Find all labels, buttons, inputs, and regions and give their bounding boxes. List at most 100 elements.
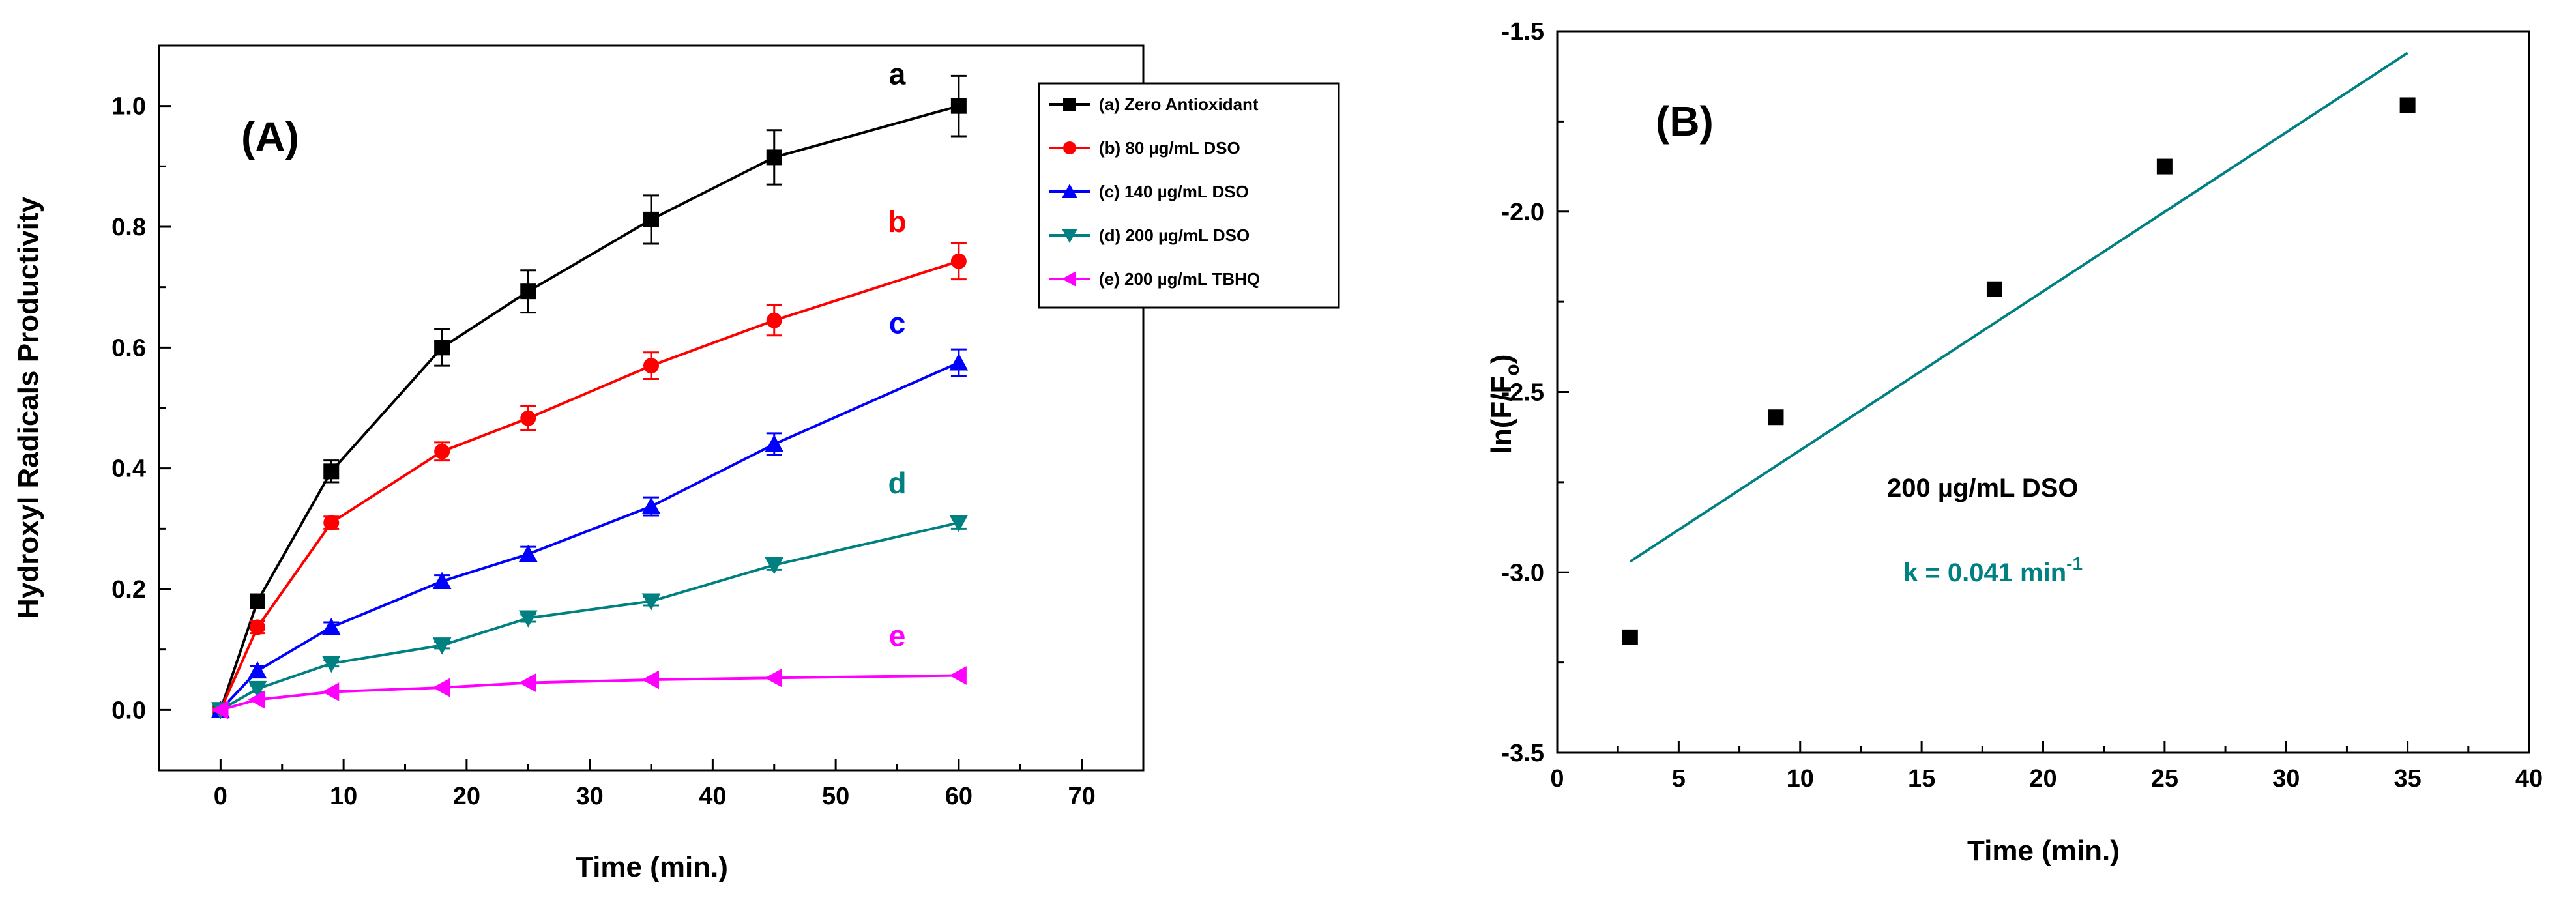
legend-marker-e [1062, 271, 1076, 287]
axis-ticks-a: 0 10 20 30 40 50 60 70 0.0 0.2 0.4 0.6 0.8 1.0 [111, 44, 1145, 810]
annotation-rate-sup: -1 [2066, 553, 2083, 573]
x-tick-label-a: 30 [576, 783, 603, 810]
legend-marker-c [1062, 184, 1077, 198]
axis-ticks-b: 0 5 10 15 20 25 30 35 40 -3.5 -3.0 -2.5 -2.0 -1.5 [1502, 18, 2543, 792]
y-tick-label-b: -2.0 [1502, 199, 1544, 226]
y-tick-label-a: 0.8 [111, 214, 146, 241]
legend-label-a: (a) Zero Antioxidant [1099, 94, 1259, 114]
x-tick-label-b: 5 [1672, 765, 1686, 792]
data-point-b [434, 443, 450, 459]
y-tick-label-a: 1.0 [111, 93, 146, 121]
x-axis-title-b: Time (min.) [1967, 835, 2120, 867]
x-tick-label-a: 70 [1068, 783, 1095, 810]
curve-label-d: d [888, 466, 906, 500]
x-tick-label-a: 0 [214, 783, 227, 810]
x-tick-label-b: 0 [1550, 765, 1564, 792]
x-axis-title-a: Time (min.) [576, 851, 728, 883]
series-b: b [212, 205, 967, 718]
series-line-c [219, 361, 959, 711]
legend-label-d: (d) 200 µg/mL DSO [1099, 225, 1250, 245]
data-point-b [643, 358, 659, 374]
data-point-c [765, 435, 784, 452]
data-point-b [1986, 281, 2002, 297]
data-point-e [518, 673, 536, 693]
legend-label-b: (b) 80 µg/mL DSO [1099, 138, 1240, 158]
x-tick-label-b: 20 [2029, 765, 2056, 792]
data-point-a [766, 149, 782, 166]
data-point-d [641, 593, 661, 611]
y-tick-label-b: -1.5 [1502, 18, 1544, 46]
data-point-e [248, 690, 265, 709]
legend-label-e: (e) 200 µg/mL TBHQ [1099, 269, 1260, 289]
series-line-b [219, 259, 959, 711]
legend-item-d: (d) 200 µg/mL DSO [1049, 225, 1250, 245]
legend-item-b: (b) 80 µg/mL DSO [1049, 138, 1240, 158]
legend-marker-d [1062, 229, 1077, 243]
data-point-d [518, 610, 538, 628]
x-tick-label-b: 40 [2515, 765, 2543, 792]
curve-label-e: e [889, 619, 906, 653]
data-point-c [321, 617, 341, 635]
y-axis-title-a: Hydroxyl Radicals Productivity [12, 196, 44, 619]
series-line-e [220, 674, 959, 712]
legend-marker-a [1063, 98, 1076, 111]
data-point-c [432, 572, 452, 589]
legend-item-e: (e) 200 µg/mL TBHQ [1049, 269, 1260, 289]
data-point-b [520, 410, 536, 426]
x-tick-label-a: 20 [453, 783, 480, 810]
data-point-d [321, 655, 341, 673]
data-point-c [248, 661, 267, 679]
series-c: c [211, 306, 969, 718]
panel-b: 0 5 10 15 20 25 30 35 40 -3.5 -3.0 -2.5 -2.0 -1.5 (B)… [1486, 18, 2543, 867]
data-point-d [765, 557, 784, 575]
data-point-b [323, 515, 340, 531]
legend-label-c: (c) 140 µg/mL DSO [1099, 182, 1249, 201]
data-point-e [211, 700, 229, 719]
x-tick-label-b: 10 [1787, 765, 1814, 792]
x-tick-label-b: 35 [2393, 765, 2421, 792]
y-tick-label-a: 0.6 [111, 334, 146, 362]
annotation-concentration: 200 µg/mL DSO [1887, 474, 2079, 502]
data-point-d [248, 680, 267, 699]
data-point-a [250, 593, 265, 609]
series-group-b [1622, 51, 2416, 645]
y-tick-label-b: -3.5 [1502, 740, 1544, 767]
x-tick-label-b: 15 [1908, 765, 1935, 792]
data-point-a [434, 340, 450, 356]
legend-item-c: (c) 140 µg/mL DSO [1049, 182, 1249, 201]
y-axis-title-b-sub: o [1502, 364, 1523, 375]
data-point-e [432, 678, 450, 697]
y-axis-title-b: ln(F/Fo) [1486, 355, 1523, 454]
y-tick-label-b: -3.0 [1502, 559, 1544, 587]
y-axis-title-b-main: ln(F/F [1486, 376, 1517, 454]
legend-a: (a) Zero Antioxidant (b) 80 µg/mL DSO (c) … [1038, 82, 1340, 309]
data-point-a [950, 98, 967, 114]
curve-label-a: a [889, 57, 906, 91]
y-tick-label-a: 0.0 [111, 697, 146, 724]
x-tick-label-a: 10 [330, 783, 357, 810]
fit-line [1629, 51, 2408, 563]
legend-marker-b [1063, 141, 1076, 154]
x-tick-label-a: 50 [822, 783, 849, 810]
curve-label-b: b [888, 205, 906, 239]
panel-label-b: (B) [1656, 98, 1714, 145]
data-point-e [949, 666, 967, 685]
x-tick-label-a: 40 [699, 783, 726, 810]
panel-label-a: (A) [241, 113, 299, 160]
plot-frame-a [158, 44, 1145, 772]
series-e: e [211, 619, 967, 719]
legend-item-a: (a) Zero Antioxidant [1049, 94, 1259, 114]
data-point-b [2156, 158, 2173, 175]
y-tick-label-a: 0.2 [111, 576, 146, 603]
data-point-e [321, 682, 340, 701]
annotation-rate-main: k = 0.041 min [1903, 559, 2066, 587]
data-point-a [643, 211, 659, 227]
series-line-d [220, 521, 959, 712]
data-point-b [950, 253, 967, 269]
data-point-d [432, 637, 452, 655]
data-point-b [2399, 97, 2416, 113]
x-tick-label-a: 60 [945, 783, 973, 810]
data-point-c [641, 497, 661, 515]
curve-label-c: c [889, 306, 906, 340]
